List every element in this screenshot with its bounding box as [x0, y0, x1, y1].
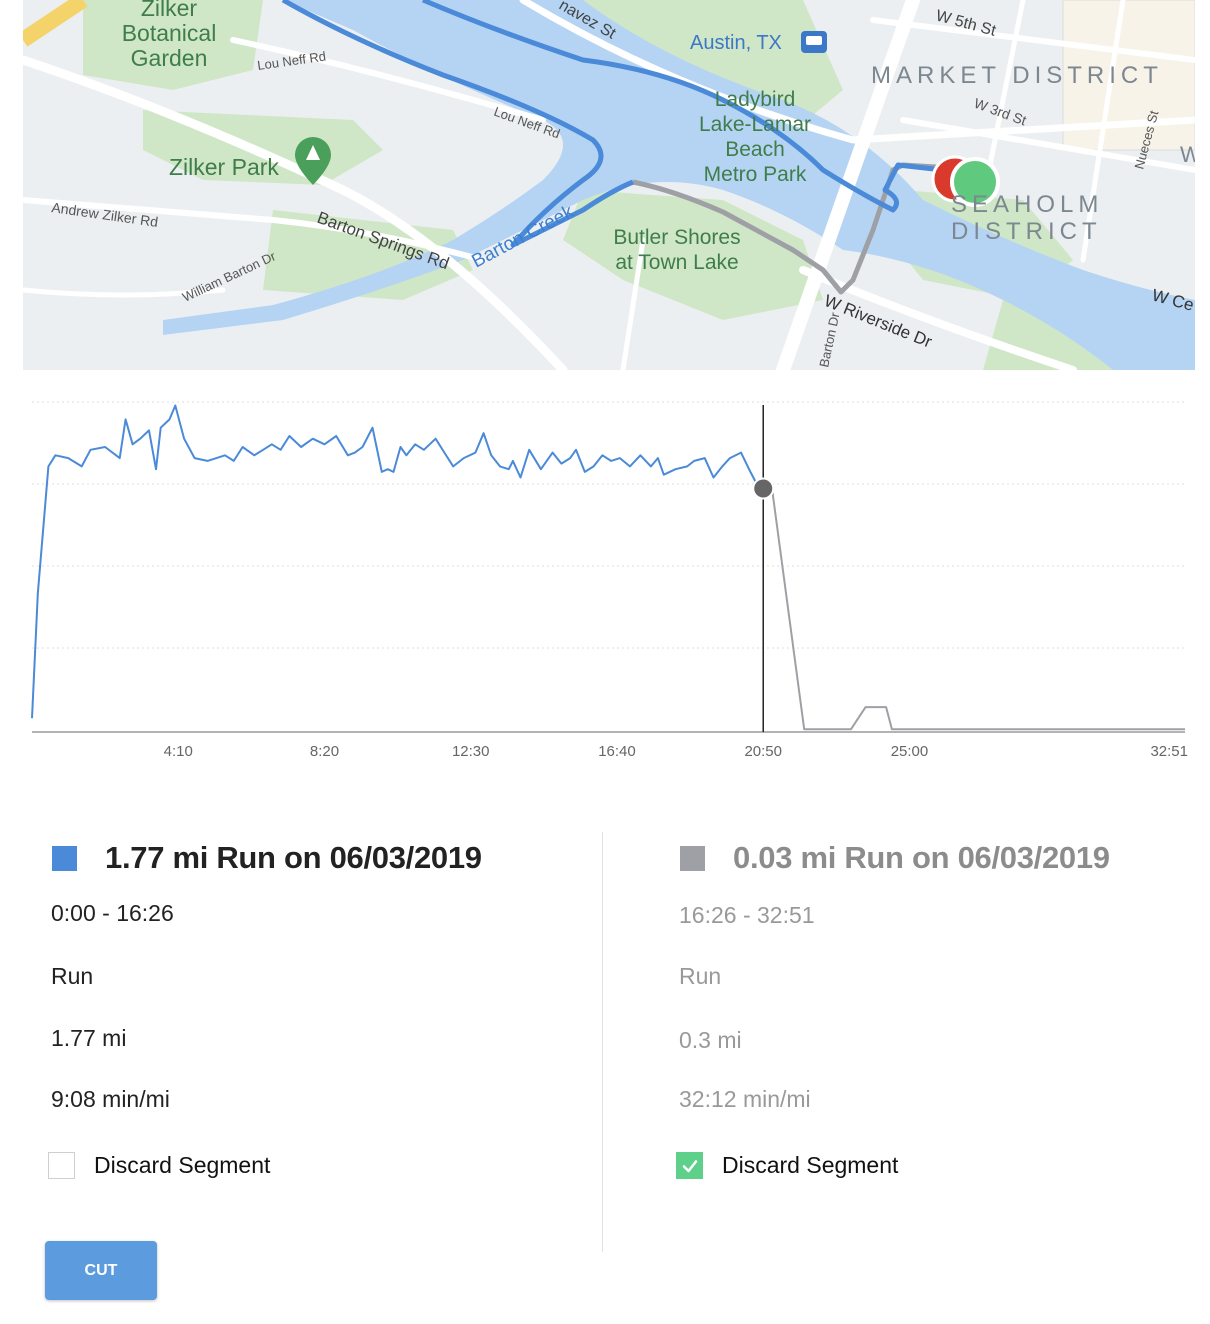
map-canvas[interactable]: Zilker Botanical Garden Lou Neff Rd Lou …	[23, 0, 1195, 370]
road-lou-neff	[230, 37, 546, 123]
road-mid	[620, 237, 646, 370]
pace-chart[interactable]: 4:10 8:20 12:30 16:40 20:50 25:00 32:51	[0, 390, 1210, 780]
route-segment-a	[281, 0, 944, 248]
label-edge-w: W	[1180, 142, 1195, 167]
segment-time-range: 16:26 - 32:51	[679, 902, 815, 928]
label-ladybird-1: Ladybird	[715, 88, 796, 111]
road-andrew-zilker	[23, 197, 486, 263]
segment-pace: 9:08 min/mi	[51, 1086, 170, 1112]
segment-header: 1.77 mi Run on 06/03/2019	[44, 830, 584, 886]
segment-title: 0.03 mi Run on 06/03/2019	[733, 840, 1110, 875]
label-butler-2: at Town Lake	[615, 251, 738, 274]
discard-label: Discard Segment	[94, 1152, 271, 1178]
segment-distance: 1.77 mi	[51, 1025, 127, 1051]
segment-panel-2: 0.03 mi Run on 06/03/2019 16:26 - 32:51 …	[672, 830, 1192, 1270]
label-zilker-garden-3: Garden	[131, 45, 208, 71]
x-tick-label: 4:10	[164, 743, 193, 760]
label-austin: Austin, TX	[690, 32, 782, 54]
butler-shores-park	[563, 190, 823, 320]
label-ladybird-2: Lake-Lamar	[699, 113, 811, 136]
label-butler-1: Butler Shores	[613, 226, 740, 249]
label-ladybird-4: Metro Park	[704, 163, 807, 186]
cut-button[interactable]: CUT	[45, 1241, 157, 1300]
route-segment-b	[632, 162, 954, 295]
label-seaholm-2: DISTRICT	[951, 218, 1102, 245]
x-tick-label: 16:40	[598, 743, 636, 760]
zilker-park-south	[263, 210, 473, 300]
label-zilker-garden-2: Botanical	[122, 20, 217, 46]
pace-chart-canvas[interactable]: 4:10 8:20 12:30 16:40 20:50 25:00 32:51	[0, 390, 1210, 780]
segment-activity: Run	[51, 963, 94, 989]
start-marker[interactable]	[950, 157, 1000, 207]
segment-color-swatch	[680, 845, 705, 871]
segment-panel-1: 1.77 mi Run on 06/03/2019 0:00 - 16:26 R…	[44, 830, 584, 1270]
x-tick-label: 12:30	[452, 743, 490, 760]
label-market-district: MARKET DISTRICT	[871, 62, 1163, 89]
mopac-highway	[23, 0, 88, 47]
discard-segment-toggle[interactable]: Discard Segment	[676, 1152, 898, 1179]
label-seaholm-1: SEAHOLM	[951, 191, 1103, 218]
label-zilker-garden-1: Zilker	[141, 0, 198, 21]
botanical-garden-park	[83, 0, 263, 90]
road-west	[23, 287, 226, 298]
discard-checkbox[interactable]	[48, 1152, 75, 1179]
road-3rd	[900, 117, 1195, 173]
x-tick-label: 8:20	[310, 743, 339, 760]
transit-icon-window	[806, 36, 822, 45]
label-ladybird-3: Beach	[725, 138, 785, 161]
discard-checkbox[interactable]	[676, 1152, 703, 1179]
series-line-1	[31, 404, 760, 719]
chart-grid	[32, 401, 1185, 649]
segment-distance: 0.3 mi	[679, 1027, 742, 1053]
segment-time-range: 0:00 - 16:26	[51, 900, 174, 926]
discard-segment-toggle[interactable]: Discard Segment	[48, 1152, 270, 1179]
x-tick-labels: 4:10 8:20 12:30 16:40 20:50 25:00 32:51	[164, 743, 1188, 760]
park-pin-icon	[295, 136, 331, 185]
road-nueces	[1080, 0, 1126, 263]
segment-title: 1.77 mi Run on 06/03/2019	[105, 840, 482, 875]
series-line-2	[759, 487, 1185, 731]
segment-header: 0.03 mi Run on 06/03/2019	[672, 830, 1192, 886]
road-5th	[870, 17, 1195, 63]
lady-bird-lake	[163, 0, 1195, 370]
chart-series	[31, 404, 1185, 731]
cut-cursor-handle[interactable]	[752, 477, 775, 500]
segment-color-swatch	[52, 845, 77, 871]
segment-activity: Run	[679, 963, 722, 989]
x-tick-label: 25:00	[891, 743, 929, 760]
road-barton-springs	[23, 55, 568, 370]
checkmark-icon	[682, 1159, 697, 1172]
label-zilker-park: Zilker Park	[169, 154, 279, 180]
segment-pace: 32:12 min/mi	[679, 1086, 811, 1112]
panel-divider	[602, 832, 603, 1252]
x-tick-label: 32:51	[1150, 743, 1188, 760]
route-map[interactable]: Zilker Botanical Garden Lou Neff Rd Lou …	[23, 0, 1195, 370]
discard-label: Discard Segment	[722, 1152, 899, 1178]
x-tick-label: 20:50	[744, 743, 782, 760]
